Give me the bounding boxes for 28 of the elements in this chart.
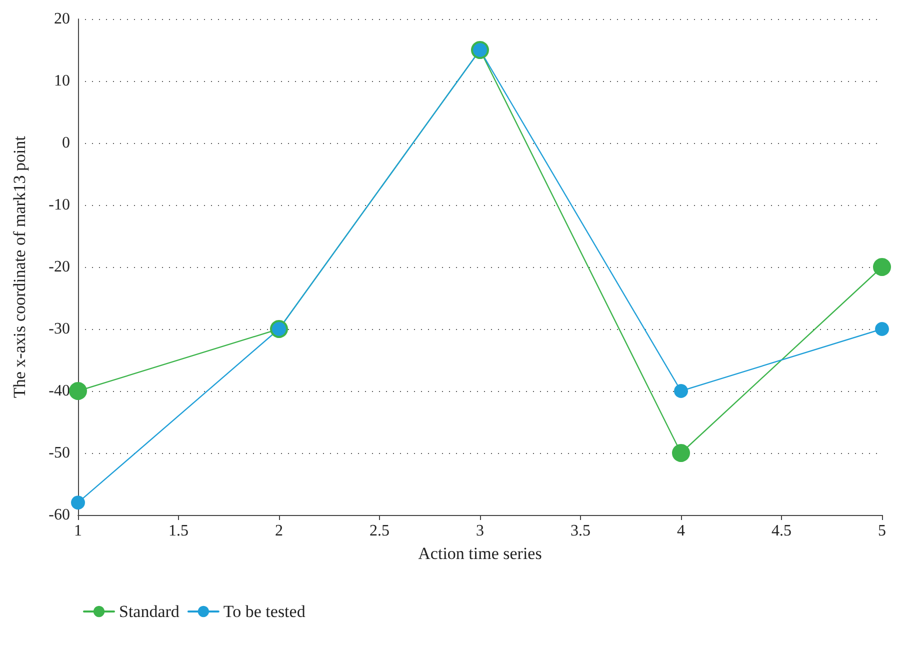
y-tick-label: -60 [48,506,70,524]
legend-label: To be tested [223,602,306,621]
y-tick-label: 10 [54,72,70,90]
x-tick-label: 2.5 [370,522,390,540]
point [672,444,690,462]
x-tick-label: 3.5 [570,522,590,540]
x-tick-label: 1.5 [168,522,188,540]
y-tick-label: -10 [48,196,70,214]
point [674,384,688,398]
y-tick-label: -40 [48,382,70,400]
x-tick-label: 4 [677,522,685,540]
y-tick-label: 20 [54,10,70,28]
legend-label: Standard [119,602,180,621]
y-tick-label: 0 [62,134,70,152]
x-tick-label: 1 [74,522,82,540]
y-tick-label: -30 [48,320,70,338]
x-tick-label: 5 [878,522,886,540]
point [69,382,87,400]
x-tick-label: 4.5 [772,522,792,540]
y-tick-label: -50 [48,444,70,462]
point [873,258,891,276]
x-tick-label: 2 [275,522,283,540]
y-tick-label: -20 [48,258,70,276]
y-axis-title: The x-axis coordinate of mark13 point [10,136,29,398]
x-tick-label: 3 [476,522,484,540]
x-axis-title: Action time series [418,544,542,563]
point [875,322,889,336]
point [71,496,85,510]
